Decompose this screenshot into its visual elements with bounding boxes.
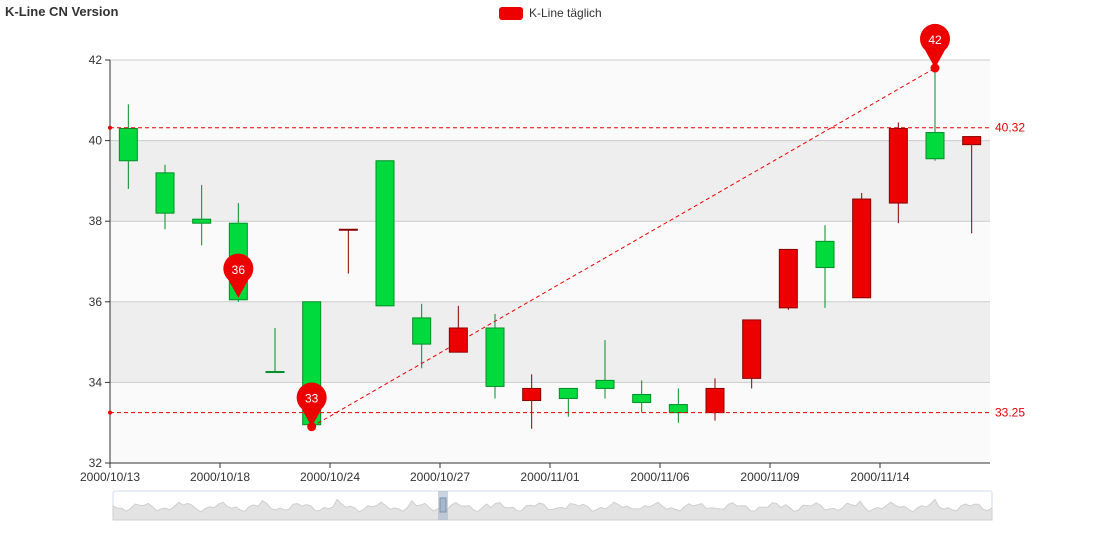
- candle: [852, 192, 872, 299]
- candle-body: [668, 404, 688, 414]
- zoom-handle-grip: [439, 497, 447, 513]
- candle: [448, 305, 468, 353]
- candle-body: [412, 317, 432, 345]
- mark-line-label: 40.32: [995, 121, 1025, 135]
- grid-band: [110, 301, 990, 383]
- candle: [118, 104, 138, 189]
- x-tick-label: 2000/11/06: [630, 470, 689, 484]
- candle-body: [705, 387, 725, 414]
- grid-band: [110, 60, 990, 141]
- y-tick-label: 34: [89, 375, 103, 389]
- mark-point-label: 33: [305, 392, 319, 406]
- candle-body: [742, 319, 762, 379]
- candle: [522, 374, 542, 429]
- x-tick-label: 2000/10/27: [410, 470, 470, 484]
- mark-point-label: 42: [928, 33, 942, 47]
- candle-body: [558, 387, 578, 400]
- candle: [155, 164, 175, 230]
- y-tick-label: 42: [89, 53, 103, 67]
- data-zoom-slider[interactable]: [112, 490, 993, 521]
- candle: [412, 303, 432, 369]
- legend[interactable]: K-Line täglich: [499, 5, 602, 21]
- zoom-preview-area: [112, 498, 993, 521]
- x-tick-label: 2000/10/18: [190, 470, 250, 484]
- candle: [815, 225, 835, 308]
- mark-point-pin: 42: [920, 23, 951, 69]
- candle-body: [118, 128, 138, 162]
- x-tick-label: 2000/11/14: [850, 470, 909, 484]
- candle: [888, 122, 908, 224]
- candle-body: [595, 379, 615, 389]
- candle: [962, 136, 982, 234]
- candle: [742, 319, 762, 389]
- mark-point-pin: 33: [296, 382, 327, 427]
- grid-band: [110, 140, 990, 222]
- candle-body: [448, 327, 468, 353]
- candle-body: [815, 240, 835, 269]
- candle: [192, 184, 212, 246]
- candle-body: [632, 393, 652, 404]
- legend-swatch: [499, 6, 523, 20]
- pin-shape: [296, 382, 327, 427]
- candle-body: [962, 136, 982, 146]
- candle: [778, 248, 798, 310]
- candle: [595, 340, 615, 399]
- pin-shape: [223, 253, 254, 298]
- candle: [375, 160, 395, 307]
- candle: [338, 228, 358, 274]
- chart-title: K-Line CN Version: [5, 4, 119, 19]
- mark-point-pin: 36: [223, 253, 254, 298]
- candle: [558, 387, 578, 417]
- candle: [632, 380, 652, 413]
- candle-body: [485, 327, 505, 387]
- y-tick-label: 32: [89, 456, 103, 470]
- mark-point-label: 36: [232, 263, 246, 277]
- candle: [705, 378, 725, 421]
- candle-body: [852, 198, 872, 299]
- candle: [925, 68, 945, 161]
- x-tick-label: 2000/10/24: [300, 470, 360, 484]
- candle-body: [155, 172, 175, 214]
- x-tick-label: 2000/11/01: [520, 470, 579, 484]
- x-tick-label: 2000/10/13: [80, 470, 140, 484]
- grid-band: [110, 221, 990, 302]
- mark-line-start: [108, 125, 112, 130]
- candle-body: [265, 371, 285, 374]
- mark-line-start: [108, 410, 112, 415]
- candle-body: [778, 248, 798, 309]
- mark-line-label: 33.25: [995, 406, 1025, 420]
- pin-shape: [920, 23, 951, 69]
- candle-body: [338, 228, 358, 231]
- zoom-handle[interactable]: [438, 491, 448, 520]
- grid-band: [110, 382, 990, 463]
- candle-body: [925, 132, 945, 160]
- legend-label: K-Line täglich: [529, 6, 602, 20]
- candle-body: [192, 218, 212, 224]
- y-tick-label: 38: [89, 214, 103, 228]
- candle-body: [522, 387, 542, 402]
- candle: [265, 327, 285, 374]
- y-tick-label: 40: [89, 134, 103, 148]
- candle-body: [375, 160, 395, 307]
- candle-body: [888, 128, 908, 204]
- y-tick-label: 36: [89, 295, 103, 309]
- mark-line-diagonal: [311, 67, 936, 428]
- x-tick-label: 2000/11/09: [740, 470, 799, 484]
- candle: [485, 313, 505, 399]
